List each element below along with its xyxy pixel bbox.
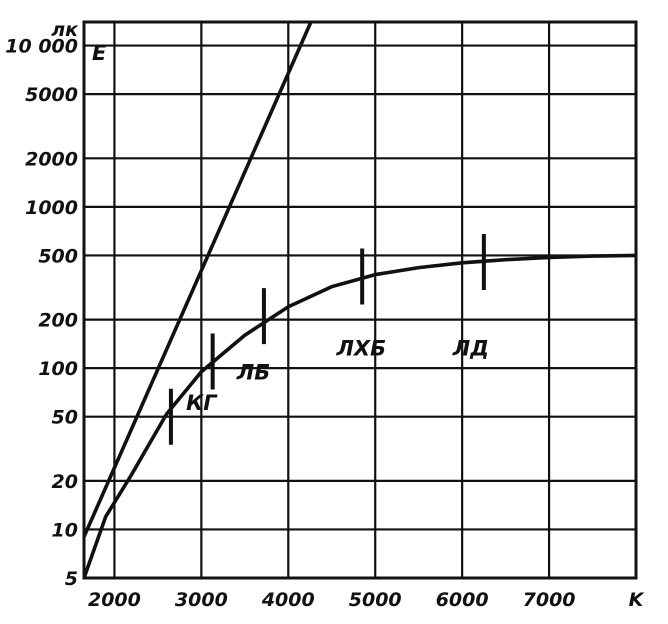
y-tick-label: 10 — [52, 519, 78, 541]
y-tick-label: 5000 — [25, 84, 78, 106]
x-unit-label: K — [629, 589, 645, 611]
y-tick-label: 20 — [52, 471, 78, 493]
y-tick-label: 50 — [52, 407, 78, 429]
x-tick-label: 5000 — [349, 589, 402, 611]
markers — [168, 234, 486, 445]
annotation-label: ЛХБ — [335, 336, 386, 360]
annotation-label: ЛД — [452, 336, 489, 360]
labels: 2000 3000 4000 5000 6000 7000 K 10 000 5000 2000 1… — [5, 19, 644, 611]
curves — [82, 21, 637, 579]
x-tick-label: 6000 — [436, 589, 489, 611]
x-tick-label: 4000 — [261, 589, 315, 611]
x-tick-label: 3000 — [175, 589, 228, 611]
series-line-2 — [82, 21, 313, 538]
x-tick-label: 2000 — [88, 589, 141, 611]
x-tick-label: 7000 — [523, 589, 576, 611]
y-unit-label: лк — [51, 19, 79, 41]
y-tick-label: 200 — [38, 310, 78, 332]
y-tick-label: 1000 — [25, 197, 78, 219]
annotation-label: ЛБ — [236, 361, 270, 385]
y-tick-label: 100 — [38, 358, 78, 380]
y-tick-label: 2000 — [25, 148, 78, 170]
annotation-label: КГ — [186, 391, 218, 415]
plot-frame — [82, 20, 638, 580]
y-tick-label: 5 — [65, 568, 78, 590]
y-tick-label: 500 — [38, 245, 78, 267]
series-line-1 — [82, 253, 637, 579]
grid — [82, 20, 638, 580]
y-tick-label: 10 000 — [5, 36, 78, 58]
y-symbol-label: E — [92, 41, 107, 65]
